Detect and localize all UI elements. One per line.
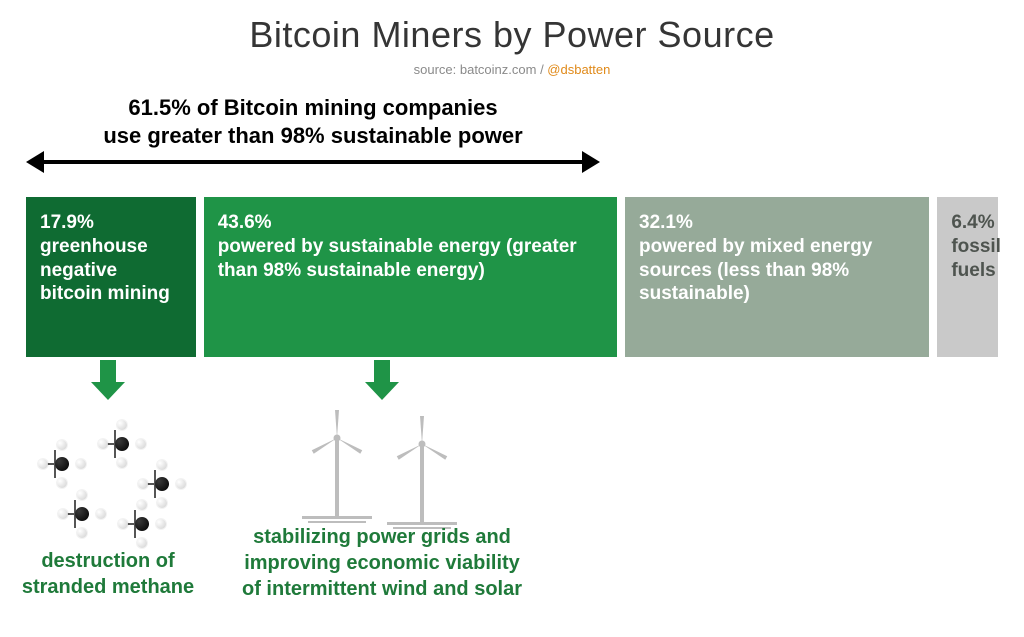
source-separator: / xyxy=(536,62,547,77)
infographic-stage: Bitcoin Miners by Power Source source: b… xyxy=(0,0,1024,637)
source-line: source: batcoinz.com / @dsbatten xyxy=(0,62,1024,77)
segment-pct: 6.4% xyxy=(951,211,984,235)
segment-pct: 32.1% xyxy=(639,211,915,235)
source-handle: @dsbatten xyxy=(547,62,610,77)
spanner-line-1: 61.5% of Bitcoin mining companies xyxy=(128,95,497,120)
page-title: Bitcoin Miners by Power Source xyxy=(0,14,1024,56)
bar-segment-mixed: 32.1% powered by mixed energy sources (l… xyxy=(625,197,929,357)
bar-segment-ghg-negative: 17.9% greenhouse negative bitcoin mining xyxy=(26,197,196,357)
callout-grid: stabilizing power grids and improving ec… xyxy=(232,524,532,602)
segment-label: powered by mixed energy sources (less th… xyxy=(639,236,872,305)
segment-label: greenhouse negative bitcoin mining xyxy=(40,236,170,305)
callout-methane: destruction of stranded methane xyxy=(18,548,198,600)
source-prefix: source: xyxy=(414,62,460,77)
segment-pct: 43.6% xyxy=(218,211,603,235)
methane-molecules-icon xyxy=(28,420,188,540)
bar-segment-fossil: 6.4% fossil fuels xyxy=(937,197,998,357)
wind-turbines-icon xyxy=(292,408,472,528)
down-arrow-icon xyxy=(365,360,399,400)
source-site: batcoinz.com xyxy=(460,62,537,77)
segment-pct: 17.9% xyxy=(40,211,182,235)
spanner-double-arrow-icon xyxy=(26,151,600,173)
spanner-annotation: 61.5% of Bitcoin mining companies use gr… xyxy=(26,94,600,149)
segment-label: powered by sustainable energy (greater t… xyxy=(218,236,577,281)
bar-segment-sustainable: 43.6% powered by sustainable energy (gre… xyxy=(204,197,617,357)
spanner-line-2: use greater than 98% sustainable power xyxy=(103,123,522,148)
down-arrow-icon xyxy=(91,360,125,400)
segment-label: fossil fuels xyxy=(951,236,1001,281)
